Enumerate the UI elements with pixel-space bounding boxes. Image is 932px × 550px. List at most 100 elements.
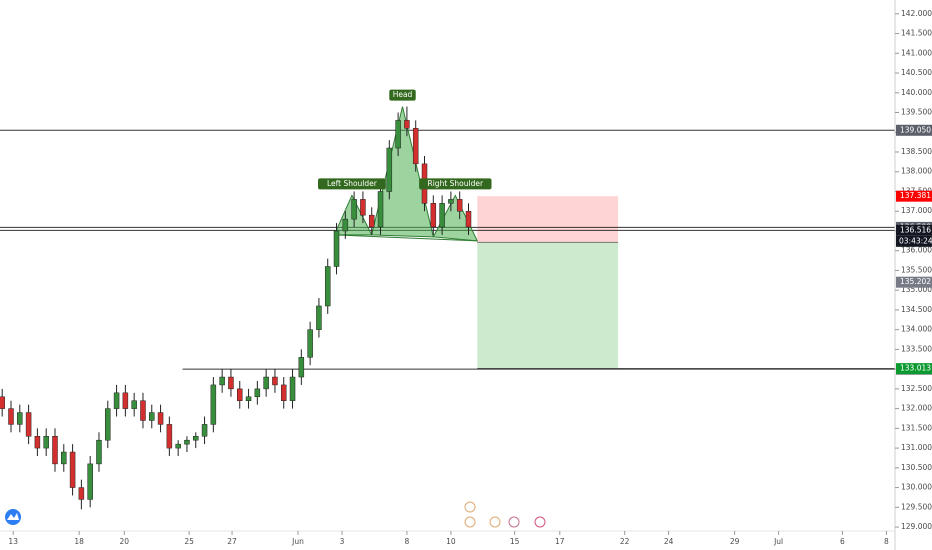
candle-body <box>87 463 93 500</box>
candle-body <box>96 439 102 465</box>
pattern-label: Head <box>393 90 413 99</box>
candle-body <box>333 230 340 267</box>
y-tick-label: 136.000 <box>901 246 932 255</box>
y-tick-label: 130.000 <box>901 483 932 492</box>
pattern-label-box <box>419 178 492 190</box>
target-zone <box>477 242 619 369</box>
candle-body <box>184 439 190 445</box>
candle-body <box>61 451 67 465</box>
candle-body <box>298 357 305 378</box>
y-tick-label: 133.500 <box>901 344 932 353</box>
candle-body <box>193 435 199 441</box>
event-icon[interactable] <box>464 516 476 528</box>
plot: Left Shoulder Head Right Shoulder <box>0 89 895 510</box>
level-badge: 136.516 <box>900 225 931 234</box>
candle-body <box>149 412 155 421</box>
y-tick-label: 137.000 <box>901 206 932 215</box>
y-tick-label: 131.000 <box>901 443 932 452</box>
entry-badge-box <box>896 276 932 288</box>
candle-body <box>439 203 445 228</box>
candle-body <box>263 376 269 390</box>
y-tick-label: 132.000 <box>901 404 932 413</box>
candle-body <box>368 214 375 228</box>
logo[interactable] <box>5 509 21 525</box>
y-tick-label: 134.500 <box>901 305 932 314</box>
y-tick-label: 138.000 <box>901 167 932 176</box>
candle-body <box>351 199 357 220</box>
y-tick-label: 130.500 <box>901 463 932 472</box>
y-tick-label: 135.000 <box>901 285 932 294</box>
candle-body <box>166 424 173 449</box>
y-tick-label: 129.500 <box>901 502 932 511</box>
events[interactable] <box>464 501 546 528</box>
x-tick-label: 25 <box>184 537 194 546</box>
candle-body <box>280 384 287 401</box>
candle-body <box>324 266 331 307</box>
candle-body <box>0 396 5 409</box>
candle-body <box>157 412 164 425</box>
x-tick-label: 22 <box>620 537 630 546</box>
event-icon[interactable] <box>508 516 520 528</box>
candle-body <box>228 376 234 390</box>
x-tick-label: 3 <box>340 537 345 546</box>
level-badge: 139.050 <box>900 125 931 134</box>
y-tick-label: 132.500 <box>901 384 932 393</box>
stop-badge-box <box>896 190 932 202</box>
candle-body <box>8 408 14 425</box>
y-tick-label: 141.500 <box>901 29 932 38</box>
candle-body <box>272 376 278 386</box>
pattern-label-box <box>318 178 386 190</box>
candle-body <box>69 451 76 488</box>
x-tick-label: Jul <box>773 537 783 546</box>
candle-body <box>201 424 208 437</box>
event-icon[interactable] <box>489 516 501 528</box>
candle-body <box>52 435 58 465</box>
candle-body <box>386 147 393 192</box>
candle-body <box>412 128 419 165</box>
x-tick-label: 13 <box>8 537 18 546</box>
y-tick-label: 138.500 <box>901 147 932 156</box>
candle-body <box>465 210 472 228</box>
neckline <box>334 234 478 242</box>
candle-body <box>456 199 463 212</box>
candle-body <box>210 384 217 425</box>
x-tick-label: 18 <box>74 537 84 546</box>
candle-body <box>289 376 296 401</box>
event-icon[interactable] <box>464 501 476 513</box>
candle-body <box>448 199 454 204</box>
countdown: 03:43:24 <box>899 236 932 245</box>
y-tick-label: 135.500 <box>901 265 932 274</box>
candle-body <box>360 199 366 216</box>
target-badge: 133.013 <box>900 364 931 373</box>
candle-body <box>140 400 146 421</box>
candle-body <box>254 388 261 398</box>
logo-mark <box>7 513 19 520</box>
candle-body <box>17 412 23 425</box>
candle-body <box>175 443 181 449</box>
candle-body <box>105 408 111 441</box>
y-tick-label: 141.000 <box>901 48 932 57</box>
entry-badge: 135.202 <box>900 277 931 286</box>
x-tick-label: 15 <box>510 537 520 546</box>
x-tick-label: 8 <box>405 537 410 546</box>
candle-body <box>113 392 120 409</box>
y-tick-label: 134.000 <box>901 325 932 334</box>
candle-body <box>78 487 85 500</box>
stop-zone <box>477 196 619 243</box>
pattern-label: Right Shoulder <box>428 179 484 188</box>
candle-body <box>131 400 137 409</box>
candle-body <box>25 412 32 437</box>
x-tick-label: 10 <box>446 537 456 546</box>
x-tick-label: Jun <box>291 537 304 546</box>
x-tick-label: 8 <box>884 537 889 546</box>
y-tick-label: 142.000 <box>901 9 932 18</box>
y-tick-label: 139.500 <box>901 108 932 117</box>
candle-body <box>395 120 401 149</box>
event-icon[interactable] <box>534 516 546 528</box>
target-badge-box <box>896 363 932 375</box>
level-badge-box <box>896 224 932 236</box>
candle-body <box>316 305 322 330</box>
x-tick-label: 29 <box>730 537 740 546</box>
y-tick-label: 140.500 <box>901 68 932 77</box>
